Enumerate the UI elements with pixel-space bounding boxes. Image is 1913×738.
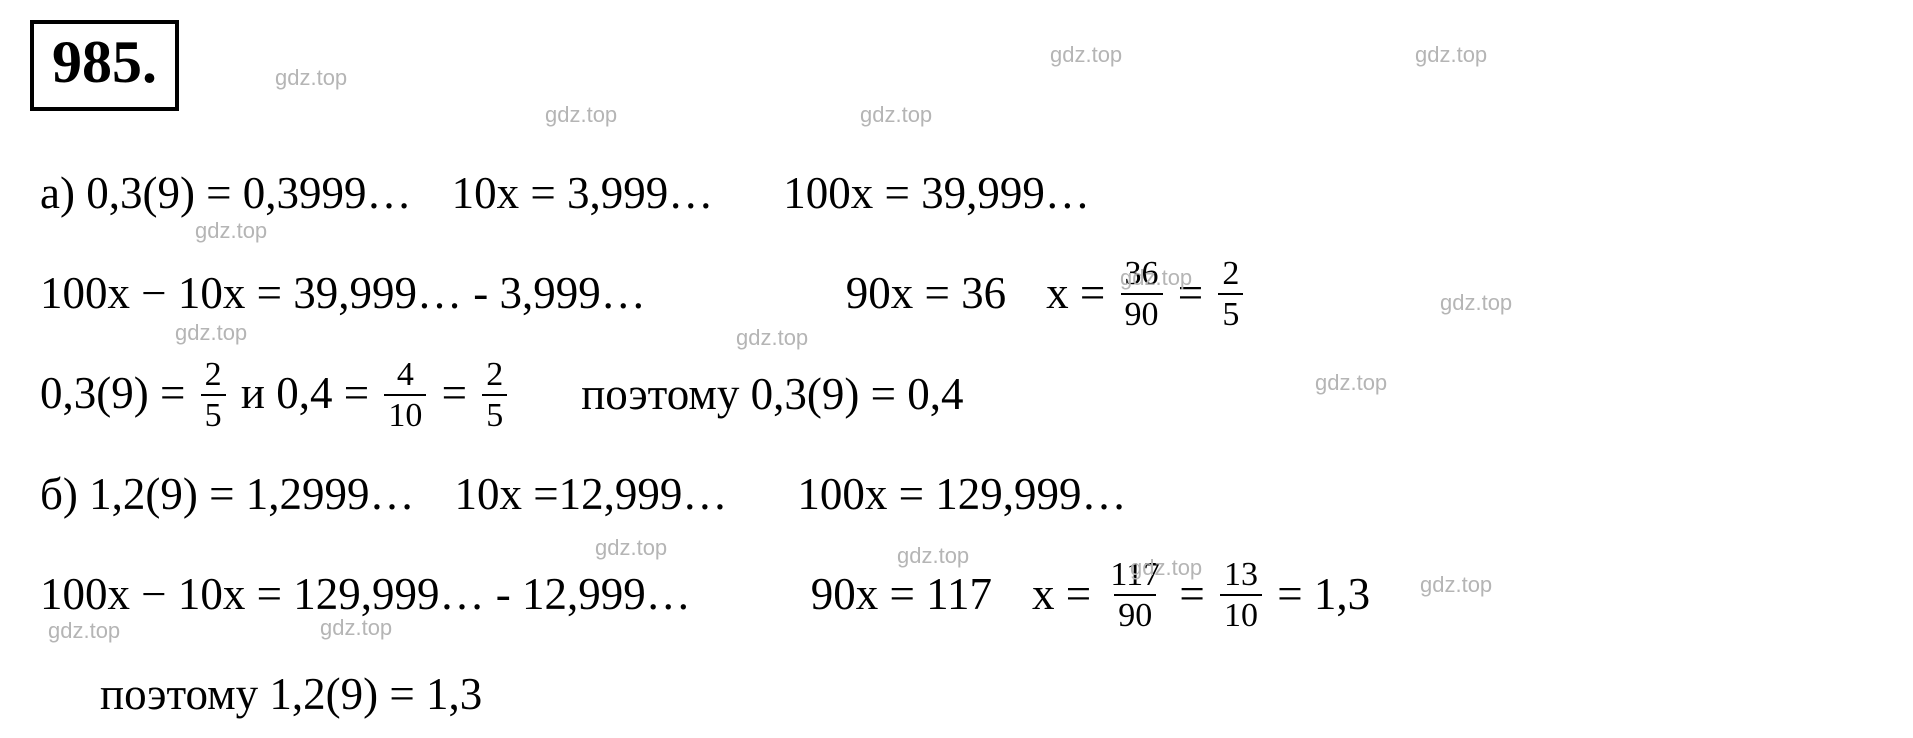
- eq-b-90x: 90x = 117: [811, 552, 992, 638]
- frac-117-90: 117 90: [1106, 555, 1164, 635]
- num: 4: [393, 355, 418, 394]
- txt: x =: [1046, 268, 1116, 318]
- num: 36: [1121, 254, 1163, 293]
- watermark: gdz.top: [275, 65, 347, 91]
- frac-36-90: 36 90: [1121, 254, 1163, 334]
- num: 117: [1106, 555, 1164, 594]
- txt: 0,3(9) =: [40, 368, 197, 418]
- watermark: gdz.top: [1050, 42, 1122, 68]
- txt: = 1,3: [1277, 569, 1370, 619]
- eq-a-10x: 10x = 3,999…: [452, 151, 714, 237]
- num: 2: [482, 355, 507, 394]
- row-a3: 0,3(9) = 2 5 и 0,4 = 4 10 = 2 5 поэтому …: [40, 351, 1883, 438]
- num: 13: [1220, 555, 1262, 594]
- row-b1: б) 1,2(9) = 1,2999… 10x =12,999… 100x = …: [40, 452, 1883, 538]
- den: 5: [1218, 293, 1243, 334]
- frac-2-5b: 2 5: [201, 355, 226, 435]
- num: 2: [201, 355, 226, 394]
- eq-b-100x: 100x = 129,999…: [797, 452, 1126, 538]
- problem-number: 985.: [30, 20, 179, 111]
- den: 90: [1121, 293, 1163, 334]
- eq-a-def: а) 0,3(9) = 0,3999…: [40, 151, 412, 237]
- row-b3: поэтому 1,2(9) = 1,3: [40, 652, 1883, 738]
- frac-2-5: 2 5: [1218, 254, 1243, 334]
- txt: =: [1178, 268, 1215, 318]
- watermark: gdz.top: [545, 102, 617, 128]
- den: 10: [384, 394, 426, 435]
- row-a2: 100x − 10x = 39,999… - 3,999… 90x = 36 x…: [40, 251, 1883, 338]
- math-content: а) 0,3(9) = 0,3999… 10x = 3,999… 100x = …: [30, 151, 1883, 738]
- den: 5: [482, 394, 507, 435]
- watermark: gdz.top: [860, 102, 932, 128]
- den: 10: [1220, 594, 1262, 635]
- eq-a-result: 0,3(9) = 2 5 и 0,4 = 4 10 = 2 5: [40, 351, 511, 438]
- txt-therefore-a: поэтому 0,3(9) = 0,4: [581, 352, 963, 438]
- num: 2: [1218, 254, 1243, 293]
- eq-b-sub: 100x − 10x = 129,999… - 12,999…: [40, 552, 691, 638]
- frac-13-10: 13 10: [1220, 555, 1262, 635]
- eq-b-def: б) 1,2(9) = 1,2999…: [40, 452, 414, 538]
- frac-2-5c: 2 5: [482, 355, 507, 435]
- row-b2: 100x − 10x = 129,999… - 12,999… 90x = 11…: [40, 552, 1883, 639]
- eq-a-90x: 90x = 36: [846, 251, 1006, 337]
- den: 5: [201, 394, 226, 435]
- eq-a-x: x = 36 90 = 2 5: [1046, 251, 1247, 338]
- den: 90: [1114, 594, 1156, 635]
- eq-a-sub: 100x − 10x = 39,999… - 3,999…: [40, 251, 646, 337]
- frac-4-10: 4 10: [384, 355, 426, 435]
- txt: и 0,4 =: [241, 368, 380, 418]
- txt-therefore-b: поэтому 1,2(9) = 1,3: [100, 652, 482, 738]
- eq-b-10x: 10x =12,999…: [454, 452, 727, 538]
- watermark: gdz.top: [1415, 42, 1487, 68]
- txt: =: [1179, 569, 1216, 619]
- eq-a-100x: 100x = 39,999…: [783, 151, 1090, 237]
- row-a1: а) 0,3(9) = 0,3999… 10x = 3,999… 100x = …: [40, 151, 1883, 237]
- txt: x =: [1032, 569, 1102, 619]
- txt: =: [442, 368, 479, 418]
- eq-b-x: x = 117 90 = 13 10 = 1,3: [1032, 552, 1370, 639]
